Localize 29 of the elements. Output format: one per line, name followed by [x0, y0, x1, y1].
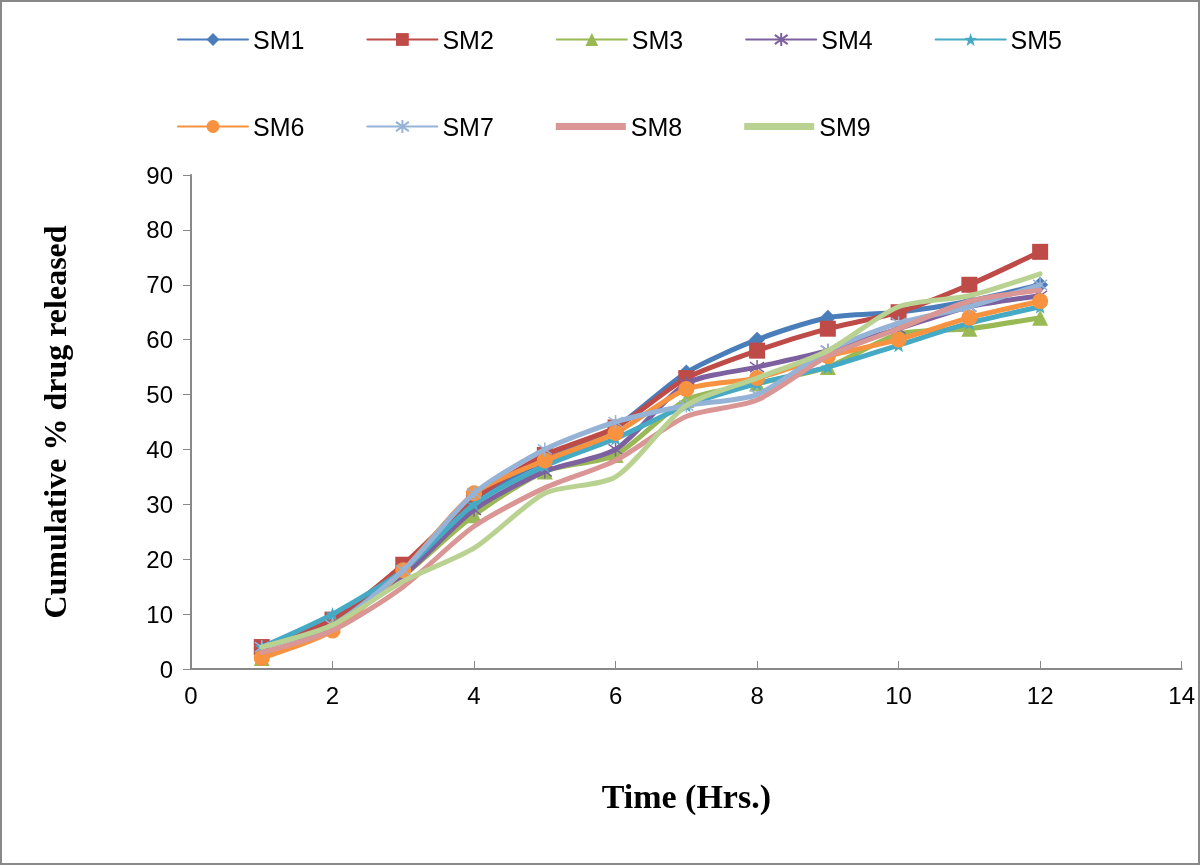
y-tick-label: 0	[159, 655, 173, 683]
legend-label: SM5	[1010, 25, 1063, 54]
legend-label: SM6	[253, 112, 305, 141]
y-tick-label: 60	[146, 326, 173, 354]
y-tick-label: 70	[146, 271, 173, 299]
legend-label: SM1	[253, 25, 305, 54]
legend-label: SM2	[442, 25, 494, 54]
x-tick-label: 8	[750, 681, 764, 709]
legend-label: SM3	[631, 25, 684, 54]
x-tick-label: 4	[467, 681, 481, 709]
y-tick-label: 80	[146, 216, 173, 244]
x-tick-label: 12	[1026, 681, 1054, 709]
x-tick-label: 2	[325, 681, 340, 709]
legend-label: SM4	[821, 25, 873, 54]
x-tick-label: 6	[608, 681, 623, 709]
y-tick-label: 30	[146, 490, 173, 518]
x-tick-label: 10	[885, 681, 912, 709]
x-tick-label: 0	[184, 681, 198, 709]
legend-label: SM9	[819, 112, 871, 141]
y-tick-label: 40	[146, 435, 173, 463]
y-tick-label: 50	[146, 381, 173, 409]
y-tick-label: 90	[146, 161, 173, 189]
legend-label: SM7	[442, 112, 494, 141]
y-tick-label: 10	[146, 600, 173, 628]
legend-label: SM8	[630, 112, 683, 141]
y-tick-label: 20	[146, 545, 173, 573]
x-axis-title: Time (Hrs.)	[601, 777, 771, 816]
y-axis-title: Cumulative % drug released	[37, 225, 73, 619]
x-tick-label: 14	[1168, 681, 1195, 709]
